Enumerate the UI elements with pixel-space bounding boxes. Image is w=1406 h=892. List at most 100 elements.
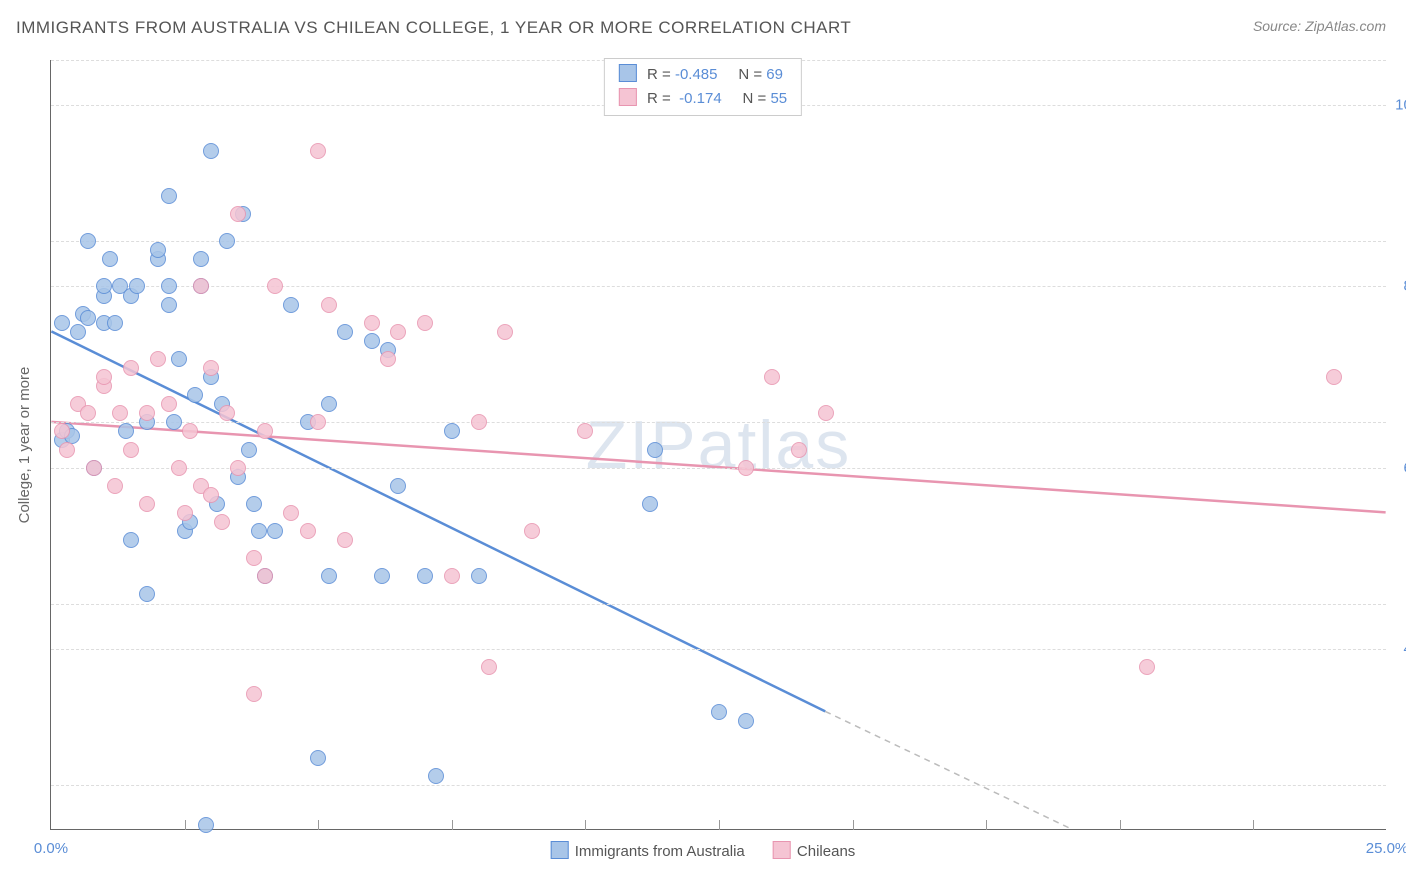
scatter-point <box>59 442 75 458</box>
scatter-point <box>54 423 70 439</box>
scatter-point <box>80 233 96 249</box>
gridline-horizontal <box>51 785 1386 786</box>
scatter-point <box>123 532 139 548</box>
scatter-point <box>214 514 230 530</box>
scatter-point <box>230 206 246 222</box>
scatter-point <box>444 568 460 584</box>
scatter-point <box>283 505 299 521</box>
legend-r-value-1: -0.485 <box>675 66 718 83</box>
scatter-point <box>161 188 177 204</box>
trend-line <box>51 331 825 711</box>
scatter-point <box>118 423 134 439</box>
scatter-point <box>150 351 166 367</box>
scatter-point <box>310 750 326 766</box>
scatter-point <box>203 143 219 159</box>
scatter-point <box>642 496 658 512</box>
scatter-point <box>166 414 182 430</box>
scatter-point <box>70 324 86 340</box>
scatter-point <box>251 523 267 539</box>
legend-row-series-2: R = -0.174 N = 55 <box>619 87 787 111</box>
scatter-point <box>107 315 123 331</box>
scatter-point <box>86 460 102 476</box>
scatter-point <box>380 351 396 367</box>
legend-row-series-1: R = -0.485 N = 69 <box>619 63 787 87</box>
legend-n-value-1: 69 <box>766 66 783 83</box>
legend-swatch-1 <box>619 64 637 82</box>
x-tick-label: 0.0% <box>34 840 68 857</box>
scatter-point <box>481 659 497 675</box>
x-tick-label: 25.0% <box>1366 840 1406 857</box>
scatter-point <box>524 523 540 539</box>
scatter-point <box>80 310 96 326</box>
source-label: Source: ZipAtlas.com <box>1253 18 1386 34</box>
scatter-point <box>230 460 246 476</box>
legend-n-label: N = <box>743 90 767 107</box>
scatter-point <box>203 487 219 503</box>
scatter-point <box>219 233 235 249</box>
chart-title: IMMIGRANTS FROM AUSTRALIA VS CHILEAN COL… <box>16 18 851 38</box>
legend-series-1-name: Immigrants from Australia <box>575 843 745 860</box>
scatter-point <box>647 442 663 458</box>
scatter-point <box>182 423 198 439</box>
scatter-point <box>374 568 390 584</box>
gridline-horizontal <box>51 649 1386 650</box>
legend-r-label: R = <box>647 66 671 83</box>
scatter-point <box>203 360 219 376</box>
scatter-point <box>364 333 380 349</box>
scatter-point <box>1139 659 1155 675</box>
scatter-point <box>764 369 780 385</box>
correlation-legend: R = -0.485 N = 69 R = -0.174 N = 55 <box>604 58 802 116</box>
x-tick-mark <box>318 820 319 830</box>
scatter-point <box>310 143 326 159</box>
scatter-point <box>711 704 727 720</box>
scatter-point <box>471 568 487 584</box>
scatter-point <box>257 568 273 584</box>
scatter-point <box>171 460 187 476</box>
scatter-point <box>246 550 262 566</box>
scatter-point <box>1326 369 1342 385</box>
scatter-point <box>738 460 754 476</box>
scatter-point <box>417 315 433 331</box>
scatter-point <box>300 523 316 539</box>
legend-series-2-name: Chileans <box>797 843 855 860</box>
gridline-horizontal <box>51 286 1386 287</box>
legend-item-2: Chileans <box>773 843 855 860</box>
scatter-point <box>198 817 214 833</box>
gridline-horizontal <box>51 422 1386 423</box>
trend-line-extension <box>825 711 1119 829</box>
scatter-point <box>241 442 257 458</box>
scatter-point <box>390 324 406 340</box>
scatter-point <box>139 405 155 421</box>
scatter-point <box>150 242 166 258</box>
scatter-point <box>161 297 177 313</box>
scatter-point <box>161 396 177 412</box>
scatter-point <box>577 423 593 439</box>
scatter-point <box>96 278 112 294</box>
x-tick-mark <box>719 820 720 830</box>
scatter-point <box>337 324 353 340</box>
legend-r-label: R = <box>647 90 671 107</box>
scatter-point <box>219 405 235 421</box>
scatter-point <box>246 496 262 512</box>
scatter-point <box>177 505 193 521</box>
scatter-point <box>107 478 123 494</box>
scatter-point <box>267 278 283 294</box>
scatter-point <box>246 686 262 702</box>
legend-swatch-series-1 <box>551 841 569 859</box>
scatter-point <box>471 414 487 430</box>
scatter-point <box>193 278 209 294</box>
scatter-point <box>321 396 337 412</box>
scatter-point <box>193 251 209 267</box>
scatter-point <box>112 405 128 421</box>
scatter-point <box>267 523 283 539</box>
scatter-point <box>123 360 139 376</box>
scatter-point <box>139 496 155 512</box>
x-tick-mark <box>986 820 987 830</box>
y-axis-title: College, 1 year or more <box>16 367 33 524</box>
scatter-point <box>139 586 155 602</box>
scatter-point <box>738 713 754 729</box>
scatter-point <box>428 768 444 784</box>
scatter-point <box>497 324 513 340</box>
watermark-zip: ZIP <box>586 407 698 483</box>
scatter-point <box>390 478 406 494</box>
